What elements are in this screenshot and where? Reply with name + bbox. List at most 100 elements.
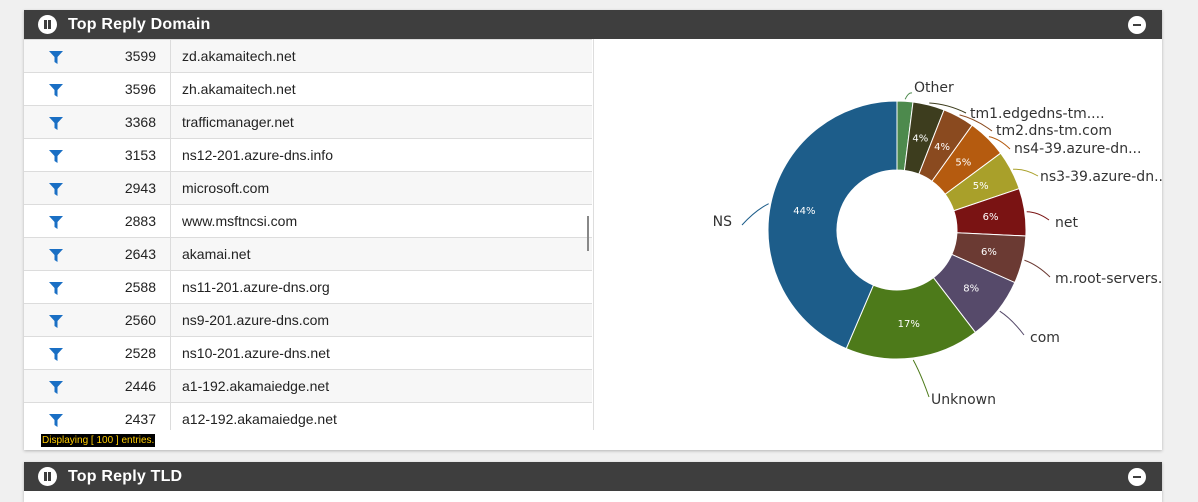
pie-slice[interactable] <box>767 100 898 350</box>
filter-icon[interactable] <box>49 83 63 97</box>
slice-leader-line <box>959 114 993 132</box>
count-cell: 2943 <box>88 171 171 205</box>
filter-icon[interactable] <box>49 182 63 196</box>
slice-percent-label: 6% <box>981 247 997 258</box>
filter-icon[interactable] <box>49 116 63 130</box>
pause-icon[interactable] <box>38 467 57 486</box>
slice-leader-line <box>1024 259 1051 278</box>
domain-cell[interactable]: ns12-201.azure-dns.info <box>170 138 592 172</box>
filter-cell <box>24 369 88 403</box>
panel-title: Top Reply TLD <box>68 468 183 485</box>
slice-label: Other <box>914 80 954 96</box>
filter-cell <box>24 138 88 172</box>
scrollbar[interactable] <box>587 216 589 251</box>
slice-label: Unknown <box>931 392 996 408</box>
filter-cell <box>24 270 88 304</box>
table-row: 3596 zh.akamaitech.net <box>24 72 592 106</box>
slice-leader-line <box>988 136 1011 150</box>
domain-cell[interactable]: www.msftncsi.com <box>170 204 592 238</box>
filter-icon[interactable] <box>49 50 63 64</box>
domain-cell[interactable]: ns9-201.azure-dns.com <box>170 303 592 337</box>
slice-leader-line <box>912 359 930 398</box>
count-cell: 2560 <box>88 303 171 337</box>
slice-label: com <box>1030 330 1060 346</box>
slice-percent-label: 4% <box>912 133 928 144</box>
slice-label: ns3-39.azure-dn... <box>1040 169 1162 185</box>
pause-icon[interactable] <box>38 15 57 34</box>
table-row: 3599 zd.akamaitech.net <box>24 39 592 73</box>
domain-cell[interactable]: zh.akamaitech.net <box>170 72 592 106</box>
slice-leader-line <box>1026 211 1050 221</box>
domain-cell[interactable]: akamai.net <box>170 237 592 271</box>
count-cell: 3596 <box>88 72 171 106</box>
slice-label: tm1.edgedns-tm.... <box>970 106 1105 122</box>
filter-icon[interactable] <box>49 380 63 394</box>
table-row: 2560 ns9-201.azure-dns.com <box>24 303 592 337</box>
slice-leader-line <box>999 310 1025 336</box>
collapse-icon[interactable] <box>1128 468 1146 486</box>
slice-leader-line <box>741 203 769 226</box>
top-reply-domain-panel: Top Reply Domain 3599 zd.akamaitech.net 35… <box>24 10 1172 450</box>
table-row: 2883 www.msftncsi.com <box>24 204 592 238</box>
count-cell: 2883 <box>88 204 171 238</box>
filter-icon[interactable] <box>49 215 63 229</box>
domain-table: 3599 zd.akamaitech.net 3596 zh.akamaitech.n… <box>24 39 594 430</box>
slice-percent-label: 5% <box>973 181 989 192</box>
filter-cell <box>24 402 88 430</box>
slice-percent-label: 17% <box>898 319 920 330</box>
filter-icon[interactable] <box>49 281 63 295</box>
count-cell: 2643 <box>88 237 171 271</box>
panel-title: Top Reply Domain <box>68 16 211 33</box>
filter-icon[interactable] <box>49 347 63 361</box>
slice-label: ns4-39.azure-dn... <box>1014 141 1141 157</box>
filter-cell <box>24 39 88 73</box>
pie-slice[interactable] <box>845 276 977 360</box>
count-cell: 2437 <box>88 402 171 430</box>
entries-footer: Displaying [ 100 ] entries. <box>41 434 156 447</box>
pie-chart-svg: Other 4% tm1.edgedns-tm.... 4% tm2.dns-tm.co… <box>713 80 1172 408</box>
filter-cell <box>24 204 88 238</box>
table-row: 2643 akamai.net <box>24 237 592 271</box>
filter-cell <box>24 171 88 205</box>
domain-pie-chart: Other 4% tm1.edgedns-tm.... 4% tm2.dns-tm.co… <box>594 39 1172 450</box>
count-cell: 2446 <box>88 369 171 403</box>
count-cell: 3368 <box>88 105 171 139</box>
slice-percent-label: 8% <box>963 284 979 295</box>
count-cell: 2588 <box>88 270 171 304</box>
domain-cell[interactable]: trafficmanager.net <box>170 105 592 139</box>
slice-percent-label: 6% <box>983 212 999 223</box>
filter-cell <box>24 105 88 139</box>
filter-cell <box>24 72 88 106</box>
slice-leader-line <box>1013 168 1039 177</box>
filter-icon[interactable] <box>49 314 63 328</box>
table-row: 2588 ns11-201.azure-dns.org <box>24 270 592 304</box>
slice-label: net <box>1055 215 1078 231</box>
count-cell: 2528 <box>88 336 171 370</box>
count-cell: 3599 <box>88 39 171 73</box>
count-cell: 3153 <box>88 138 171 172</box>
table-row: 3368 trafficmanager.net <box>24 105 592 139</box>
domain-cell[interactable]: a1-192.akamaiedge.net <box>170 369 592 403</box>
slice-percent-label: 4% <box>934 142 950 153</box>
table-row: 2446 a1-192.akamaiedge.net <box>24 369 592 403</box>
domain-cell[interactable]: microsoft.com <box>170 171 592 205</box>
filter-icon[interactable] <box>49 248 63 262</box>
domain-cell[interactable]: a12-192.akamaiedge.net <box>170 402 592 430</box>
slice-leader-line <box>929 102 967 114</box>
collapse-icon[interactable] <box>1128 16 1146 34</box>
table-row: 2528 ns10-201.azure-dns.net <box>24 336 592 370</box>
filter-cell <box>24 336 88 370</box>
filter-icon[interactable] <box>49 149 63 163</box>
table-row: 2437 a12-192.akamaiedge.net <box>24 402 592 430</box>
top-reply-tld-panel: Top Reply TLD <box>24 462 1162 502</box>
slice-percent-label: 44% <box>793 206 815 217</box>
slice-leader-line <box>904 92 913 100</box>
domain-cell[interactable]: ns11-201.azure-dns.org <box>170 270 592 304</box>
slice-label: m.root-servers... <box>1055 271 1162 287</box>
domain-cell[interactable]: ns10-201.azure-dns.net <box>170 336 592 370</box>
table-row: 3153 ns12-201.azure-dns.info <box>24 138 592 172</box>
filter-icon[interactable] <box>49 413 63 427</box>
domain-cell[interactable]: zd.akamaitech.net <box>170 39 592 73</box>
table-row: 2943 microsoft.com <box>24 171 592 205</box>
filter-cell <box>24 303 88 337</box>
